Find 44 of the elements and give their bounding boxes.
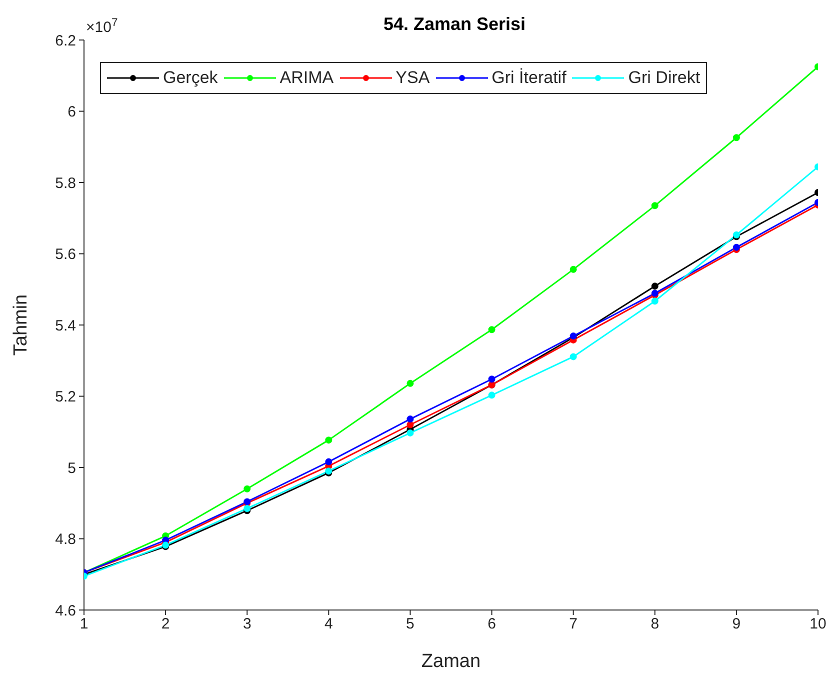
legend-label: Gerçek <box>162 68 218 88</box>
x-tick-label: 10 <box>810 616 826 633</box>
point <box>244 504 251 512</box>
text: ×10$^{7}$ <box>86 17 118 36</box>
x-tick-label: 6 <box>488 616 496 633</box>
y-tick-label: 4.8 <box>55 531 76 548</box>
x-tick-label: 5 <box>406 616 414 633</box>
point <box>244 485 251 492</box>
x-tick-label: 7 <box>569 616 578 633</box>
y-tick-label: 5 <box>68 460 76 477</box>
point <box>325 458 332 466</box>
y-tick-label: 5.2 <box>55 388 76 406</box>
x-tick-label: 3 <box>242 616 252 633</box>
y-tick-label: 5.4 <box>55 317 76 334</box>
point <box>488 392 496 399</box>
point <box>570 353 577 360</box>
x-tick-label: 2 <box>161 616 170 633</box>
x-tick-label: 1 <box>80 616 88 633</box>
legend-label: Gri İteratif <box>490 68 566 88</box>
y-tick-label: 5.8 <box>55 174 76 192</box>
point <box>406 416 414 423</box>
y-tick-label: 4.6 <box>55 602 76 620</box>
y-tick-label: 6.2 <box>55 32 76 50</box>
legend-label: ARIMA <box>278 68 334 88</box>
x-tick-label: 4 <box>324 616 333 633</box>
y-tick-label: 5.6 <box>55 246 76 264</box>
x-tick-label: 9 <box>732 616 741 633</box>
point <box>651 298 658 305</box>
chart-title: 54. Zaman Serisi <box>383 14 526 34</box>
point <box>406 380 414 387</box>
y-tick-label: 6 <box>68 104 76 121</box>
x-tick-label: 8 <box>650 616 660 633</box>
point <box>325 436 332 444</box>
legend-label: Gri Direkt <box>627 68 700 88</box>
x-axis-title: Zaman <box>421 651 481 672</box>
point <box>488 326 496 334</box>
point <box>570 266 577 273</box>
point <box>406 429 414 436</box>
legend-label: YSA <box>394 68 430 88</box>
point <box>651 282 658 290</box>
point <box>651 202 658 210</box>
point <box>732 134 740 142</box>
y-axis-title: Tahmin <box>10 294 32 356</box>
point <box>488 376 496 383</box>
